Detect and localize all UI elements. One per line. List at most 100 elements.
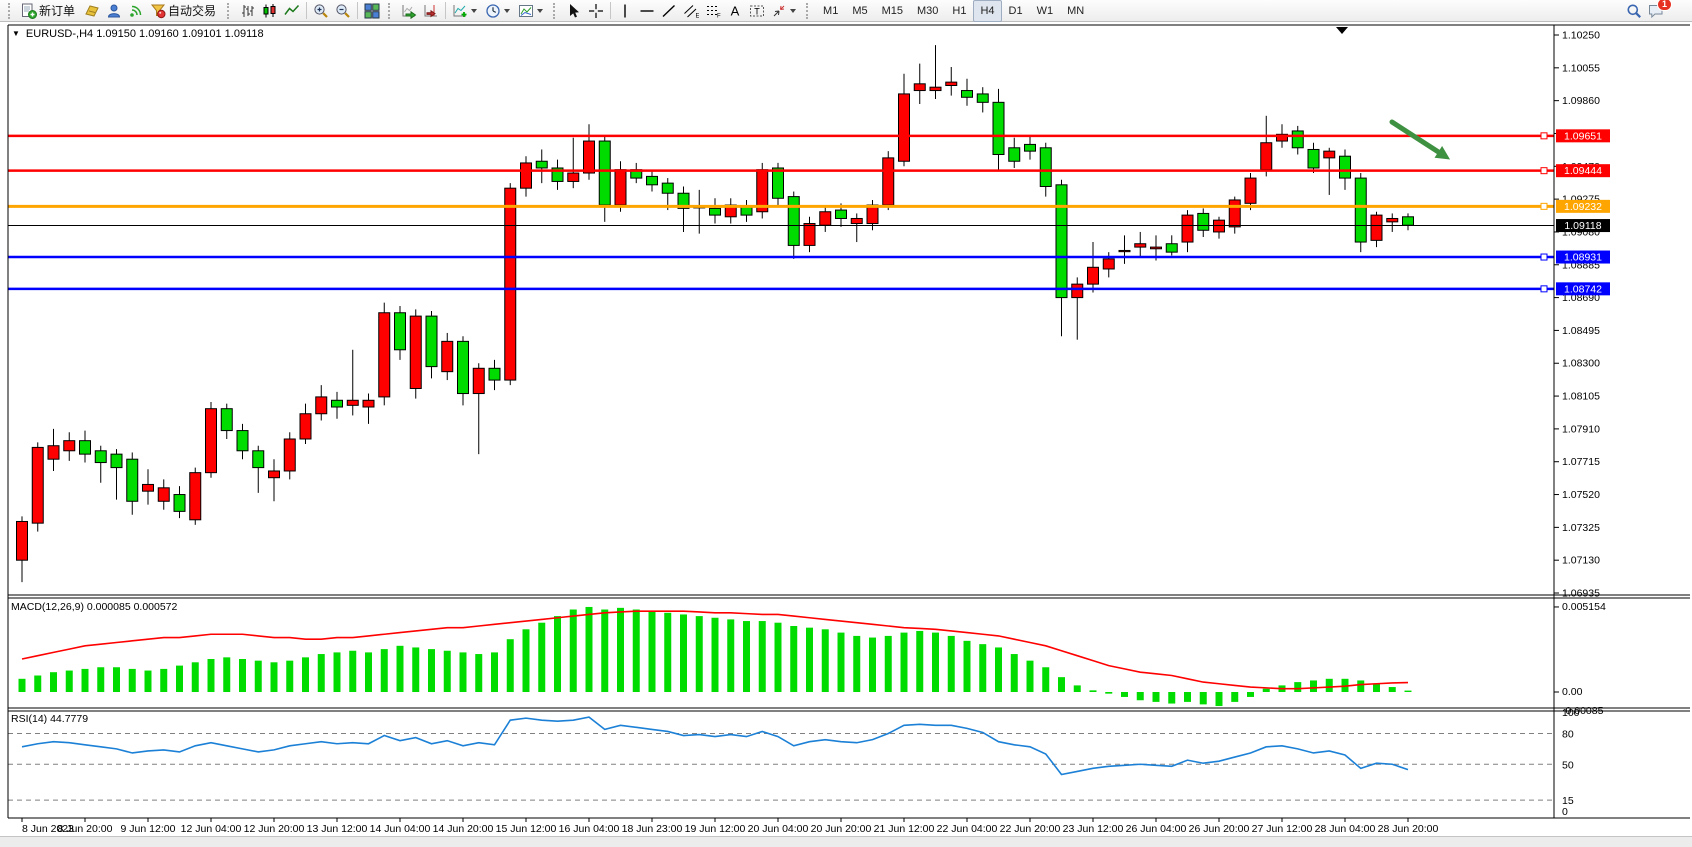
macd-histogram-bar bbox=[1199, 692, 1207, 705]
equidistant-channel-button[interactable]: E bbox=[680, 0, 702, 22]
time-tick-label[interactable]: 18 Jun 23:00 bbox=[622, 823, 683, 835]
time-tick-label[interactable]: 14 Jun 20:00 bbox=[433, 823, 494, 835]
hline-marker[interactable] bbox=[1540, 167, 1548, 175]
time-tick-label[interactable]: 8 Jun 20:00 bbox=[58, 823, 113, 835]
chart-line-button[interactable] bbox=[281, 0, 303, 22]
time-tick-label[interactable]: 8 Jun 2023 bbox=[22, 823, 74, 835]
time-tick-label[interactable]: 23 Jun 12:00 bbox=[1063, 823, 1124, 835]
candle bbox=[882, 157, 895, 206]
macd-histogram-bar bbox=[428, 649, 435, 692]
signals-button[interactable] bbox=[125, 0, 147, 22]
timeframe-mn[interactable]: MN bbox=[1067, 4, 1085, 17]
candle bbox=[740, 206, 753, 216]
rsi-axis-label: 50 bbox=[1562, 759, 1574, 771]
time-tick-label[interactable]: 12 Jun 20:00 bbox=[244, 823, 305, 835]
hline-marker[interactable] bbox=[1540, 202, 1548, 210]
macd-histogram-bar bbox=[176, 665, 183, 692]
candle bbox=[567, 172, 580, 182]
candle bbox=[441, 340, 454, 373]
search-button[interactable] bbox=[1623, 0, 1645, 22]
time-tick-label[interactable]: 27 Jun 12:00 bbox=[1252, 823, 1313, 835]
rsi-axis-label: 100 bbox=[1562, 707, 1580, 719]
tile-windows-button[interactable] bbox=[361, 0, 383, 22]
hline-marker[interactable] bbox=[1540, 285, 1548, 293]
candle bbox=[1102, 258, 1115, 270]
arrows-button[interactable] bbox=[768, 0, 801, 22]
timeframe-h1[interactable]: H1 bbox=[952, 4, 967, 17]
price-tick-label: 1.07520 bbox=[1562, 489, 1600, 501]
sell-arrow-annotation[interactable] bbox=[1389, 119, 1443, 156]
chevron-down-icon[interactable] bbox=[537, 8, 544, 13]
timeframe-w1[interactable]: W1 bbox=[1036, 4, 1054, 17]
zoom-in-button[interactable] bbox=[310, 0, 332, 22]
time-tick-label[interactable]: 21 Jun 12:00 bbox=[874, 823, 935, 835]
chat-button[interactable]: 1 bbox=[1645, 0, 1682, 22]
periods-button[interactable] bbox=[482, 0, 515, 22]
horizontal-line-button[interactable] bbox=[636, 0, 658, 22]
chart-candles-button[interactable] bbox=[259, 0, 281, 22]
time-tick-label[interactable]: 28 Jun 20:00 bbox=[1378, 823, 1439, 835]
chart-canvas[interactable]: 1.102501.100551.098601.096651.094701.092… bbox=[0, 22, 1692, 846]
time-tick-label[interactable]: 9 Jun 12:00 bbox=[121, 823, 176, 835]
time-tick-label[interactable]: 16 Jun 04:00 bbox=[559, 823, 620, 835]
new-order-button[interactable]: 新订单 bbox=[18, 0, 81, 22]
price-line-label bbox=[1556, 282, 1610, 296]
search-icon bbox=[1626, 3, 1642, 19]
chevron-down-icon[interactable] bbox=[504, 8, 511, 13]
templates-button[interactable] bbox=[515, 0, 548, 22]
time-tick-label[interactable]: 13 Jun 12:00 bbox=[307, 823, 368, 835]
time-tick-label[interactable]: 22 Jun 20:00 bbox=[1000, 823, 1061, 835]
chevron-down-icon[interactable] bbox=[471, 8, 478, 13]
time-tick-label[interactable]: 20 Jun 04:00 bbox=[748, 823, 809, 835]
chart-bars-button[interactable] bbox=[237, 0, 259, 22]
algo-trading-button[interactable]: 自动交易 bbox=[147, 0, 222, 22]
candle bbox=[945, 81, 958, 86]
vps-button[interactable] bbox=[103, 0, 125, 22]
svg-text:T: T bbox=[754, 6, 760, 16]
time-tick-label[interactable]: 26 Jun 04:00 bbox=[1126, 823, 1187, 835]
metaeditor-button[interactable] bbox=[81, 0, 103, 22]
time-tick-label[interactable]: 26 Jun 20:00 bbox=[1189, 823, 1250, 835]
auto-scroll-button[interactable] bbox=[398, 0, 420, 22]
text-label-button[interactable]: T bbox=[746, 0, 768, 22]
crosshair-button[interactable] bbox=[585, 0, 607, 22]
candle bbox=[976, 93, 989, 103]
zoom-out-button[interactable] bbox=[332, 0, 354, 22]
hline-marker[interactable] bbox=[1540, 132, 1548, 140]
chart-window: 1.102501.100551.098601.096651.094701.092… bbox=[0, 22, 1692, 846]
time-tick-label[interactable]: 14 Jun 04:00 bbox=[370, 823, 431, 835]
candle bbox=[1150, 246, 1162, 250]
macd-histogram-bar bbox=[727, 619, 735, 692]
chart-shift-icon bbox=[423, 3, 439, 19]
time-tick-label[interactable]: 28 Jun 04:00 bbox=[1315, 823, 1376, 835]
auto-scroll-icon bbox=[401, 3, 417, 19]
sell-arrow-annotation-head[interactable] bbox=[1434, 146, 1451, 160]
timeframe-m15[interactable]: M15 bbox=[881, 4, 903, 17]
fibonacci-button[interactable]: F bbox=[702, 0, 724, 22]
macd-histogram-bar bbox=[65, 670, 73, 692]
line-icon bbox=[284, 3, 300, 19]
text-button[interactable]: A bbox=[724, 0, 746, 22]
hline-marker[interactable] bbox=[1540, 253, 1548, 261]
vertical-line-button[interactable] bbox=[614, 0, 636, 22]
timeframe-m5[interactable]: M5 bbox=[852, 4, 868, 17]
timeframe-m30[interactable]: M30 bbox=[917, 4, 939, 17]
timeframe-h4[interactable]: H4 bbox=[973, 0, 1002, 22]
indicators-button[interactable] bbox=[449, 0, 482, 22]
main-chart-pane[interactable] bbox=[8, 25, 1554, 595]
time-tick-label[interactable]: 12 Jun 04:00 bbox=[181, 823, 242, 835]
timeframe-d1[interactable]: D1 bbox=[1008, 4, 1023, 17]
chevron-down-icon[interactable] bbox=[790, 8, 797, 13]
time-tick-label[interactable]: 19 Jun 12:00 bbox=[685, 823, 746, 835]
trendline-button[interactable] bbox=[658, 0, 680, 22]
time-tick-label[interactable]: 20 Jun 20:00 bbox=[811, 823, 872, 835]
price-tick-label: 1.09860 bbox=[1562, 95, 1600, 107]
zoom-out-icon bbox=[335, 3, 351, 19]
chart-shift-marker[interactable] bbox=[1336, 27, 1348, 34]
macd-histogram-bar bbox=[695, 616, 703, 692]
time-tick-label[interactable]: 15 Jun 12:00 bbox=[496, 823, 557, 835]
time-tick-label[interactable]: 22 Jun 04:00 bbox=[937, 823, 998, 835]
chart-shift-button[interactable] bbox=[420, 0, 442, 22]
cursor-button[interactable] bbox=[563, 0, 585, 22]
timeframe-m1[interactable]: M1 bbox=[823, 4, 839, 17]
